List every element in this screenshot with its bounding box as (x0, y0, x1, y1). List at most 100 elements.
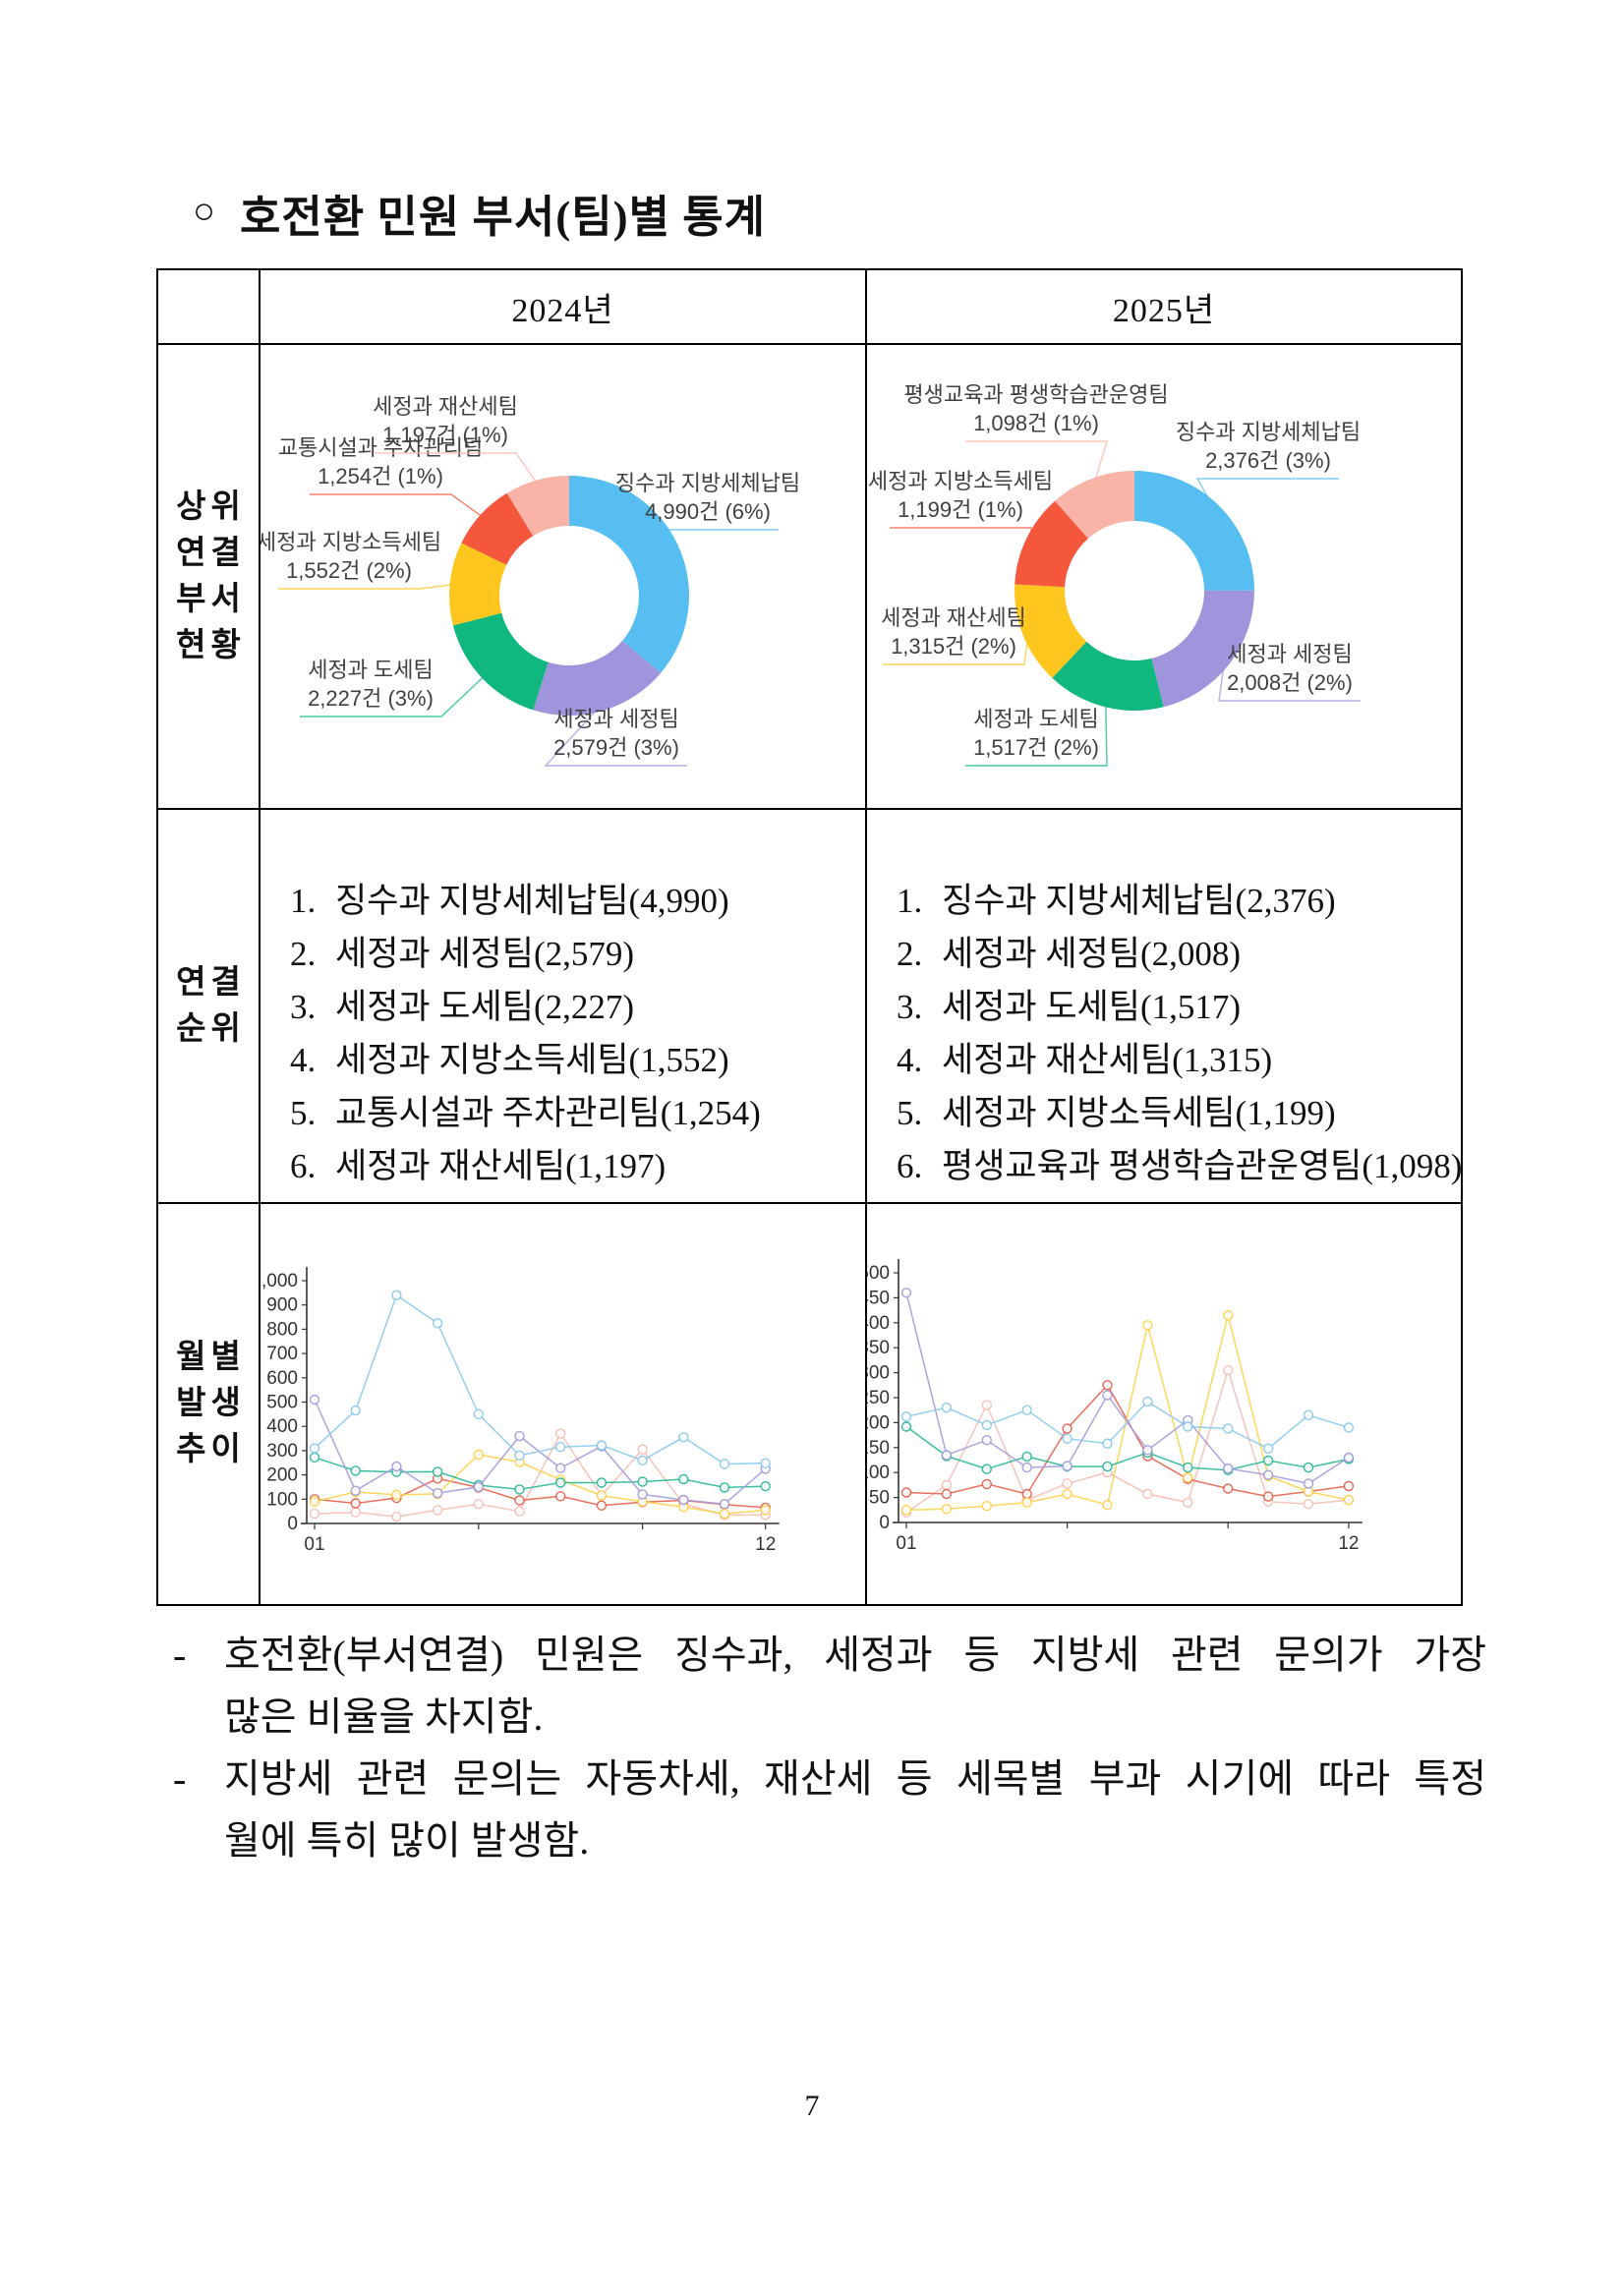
x-axis-label: 12 (755, 1534, 776, 1555)
rank-number: 1. (897, 882, 923, 920)
bullet-text-line: 지방세 관련 문의는 자동차세, 재산세 등 세목별 부과 시기에 따라 특정 (224, 1756, 1486, 1801)
rank-item: 1. 징수과 지방세체납팀(2,376) (897, 875, 1461, 928)
donut-label-name: 징수과 지방세체납팀 (1176, 420, 1361, 444)
bullet-text-line: 호전환(부서연결) 민원은 징수과, 세정과 등 지방세 관련 문의가 가장 (224, 1633, 1486, 1677)
label-leader-line (310, 493, 486, 520)
donut-label-name: 세정과 재산세팀 (881, 605, 1026, 630)
donut-label-name: 세정과 도세팀 (973, 707, 1099, 731)
donut-label-value: 2,008건 (2%) (1227, 670, 1353, 695)
rank-team-label: 세정과 도세팀(1,517) (942, 988, 1242, 1026)
y-axis-label: 200 (867, 1412, 890, 1433)
rank-number: 2. (290, 935, 317, 973)
rank-list-2024: 1. 징수과 지방세체납팀(4,990) 2. 세정과 세정팀(2,579) 3. 세정과… (261, 810, 867, 1204)
rank-number: 4. (897, 1041, 923, 1079)
rank-number: 3. (897, 988, 923, 1026)
row-header-line: 현황 (176, 627, 246, 663)
rank-number: 1. (290, 882, 317, 920)
label-leader-line (965, 440, 1108, 485)
bullet-text-line: 월에 특히 많이 발생함. (224, 1818, 590, 1863)
line-series-5 (900, 1396, 1355, 1455)
line-series-3 (900, 1421, 1355, 1475)
donut-label-name: 세정과 세정팀 (1227, 642, 1353, 666)
rank-number: 2. (897, 935, 923, 973)
x-axis-label: 12 (1338, 1533, 1359, 1554)
donut-label-value: 1,517건 (2%) (973, 735, 1099, 760)
y-axis-label: 350 (867, 1338, 890, 1358)
row-header-line: 순위 (176, 1010, 246, 1047)
x-axis-label: 01 (896, 1533, 916, 1554)
rank-item: 5. 교통시설과 주차관리팀(1,254) (290, 1087, 865, 1140)
summary-bullets: - 호전환(부서연결) 민원은 징수과, 세정과 등 지방세 관련 문의가 가장 많… (173, 1624, 1486, 1871)
rank-team-label: 세정과 지방소득세팀(1,199) (942, 1094, 1336, 1132)
rank-item: 3. 세정과 도세팀(2,227) (290, 981, 865, 1034)
y-axis-label: 400 (867, 1313, 890, 1334)
donut-slice-3 (1015, 584, 1087, 678)
donut-label-value: 2,227건 (3%) (308, 686, 434, 711)
y-axis-label: 1,000 (261, 1271, 298, 1292)
row-header-top-departments: 상위 연결 부서 현황 (158, 345, 261, 810)
donut-slice-2 (1052, 641, 1164, 711)
row-header-line: 연결 (176, 964, 246, 1001)
y-axis-label: 400 (266, 1416, 298, 1437)
rank-number: 3. (290, 988, 317, 1026)
label-leader-line (544, 704, 687, 767)
donut-label-value: 1,098건 (1%) (973, 411, 1099, 435)
y-axis-label: 900 (266, 1295, 298, 1316)
donut-label-name: 세정과 지방소득세팀 (868, 469, 1053, 493)
x-axis-label: 01 (304, 1534, 324, 1555)
rank-item: 5. 세정과 지방소득세팀(1,199) (897, 1087, 1461, 1140)
row-header-line: 부서 (176, 581, 246, 617)
rank-item: 4. 세정과 재산세팀(1,315) (897, 1034, 1461, 1087)
donut-slice-5 (1055, 471, 1134, 539)
bullet-item: - 호전환(부서연결) 민원은 징수과, 세정과 등 지방세 관련 문의가 가장 많… (173, 1624, 1486, 1748)
line-series-0 (309, 1428, 771, 1522)
donut-slice-3 (449, 543, 507, 626)
rank-number: 4. (290, 1041, 317, 1079)
label-leader-line (278, 583, 456, 590)
label-leader-line (300, 673, 488, 718)
column-header-2024: 2024년 (261, 270, 867, 345)
row-header-line: 상위 (176, 488, 246, 525)
donut-slice-0 (1134, 471, 1254, 591)
rank-item: 4. 세정과 지방소득세팀(1,552) (290, 1034, 865, 1087)
donut-slice-2 (452, 612, 549, 711)
y-axis-label: 250 (867, 1388, 890, 1408)
donut-label-value: 4,990건 (6%) (645, 499, 771, 524)
bullet-text: 호전환(부서연결) 민원은 징수과, 세정과 등 지방세 관련 문의가 가장 많은… (224, 1624, 1486, 1748)
rank-team-label: 세정과 도세팀(2,227) (335, 988, 635, 1026)
line-chart-2025: 0 50 100 150 200 250 300 350 400 450 500 01 12 (867, 1259, 1363, 1554)
section-title-text: 호전환 민원 부서(팀)별 통계 (239, 193, 767, 242)
label-leader-line (1218, 660, 1361, 702)
rank-number: 6. (897, 1147, 923, 1185)
donut-label-value: 1,197건 (1%) (382, 423, 508, 447)
y-axis-label: 800 (266, 1319, 298, 1340)
rank-item: 2. 세정과 세정팀(2,579) (290, 928, 865, 981)
label-leader-line (375, 452, 540, 487)
line-series-4 (900, 1288, 1355, 1489)
donut-label-name: 세정과 재산세팀 (373, 394, 518, 419)
line-chart-2025-cell: 0 50 100 150 200 250 300 350 400 450 500 01 12 (867, 1204, 1461, 1604)
column-header-2025: 2025년 (867, 270, 1461, 345)
rank-item: 6. 세정과 재산세팀(1,197) (290, 1140, 865, 1193)
line-series-5 (309, 1290, 771, 1469)
y-axis-label: 500 (867, 1263, 890, 1284)
donut-slice-0 (569, 476, 689, 673)
row-header-line: 월별 (176, 1340, 246, 1375)
rank-item: 6. 평생교육과 평생학습관운영팀(1,098) (897, 1140, 1463, 1193)
table-corner-cell (158, 270, 261, 345)
rank-team-label: 세정과 지방소득세팀(1,552) (335, 1041, 729, 1079)
rank-team-label: 세정과 재산세팀(1,197) (335, 1147, 667, 1185)
label-leader-line (636, 529, 779, 548)
y-axis-label: 100 (867, 1463, 890, 1483)
row-header-line: 발생 (176, 1386, 246, 1421)
donut-slice-1 (1151, 590, 1255, 708)
donut-label-name: 세정과 지방소득세팀 (261, 530, 441, 554)
dash-bullet-icon: - (173, 1756, 187, 1801)
label-leader-line (965, 701, 1108, 767)
y-axis-label: 600 (266, 1368, 298, 1389)
rank-list-2025: 1. 징수과 지방세체납팀(2,376) 2. 세정과 세정팀(2,008) 3. 세정과… (867, 810, 1463, 1204)
row-header-line: 추이 (176, 1432, 246, 1467)
rank-team-label: 평생교육과 평생학습관운영팀(1,098) (942, 1147, 1463, 1185)
